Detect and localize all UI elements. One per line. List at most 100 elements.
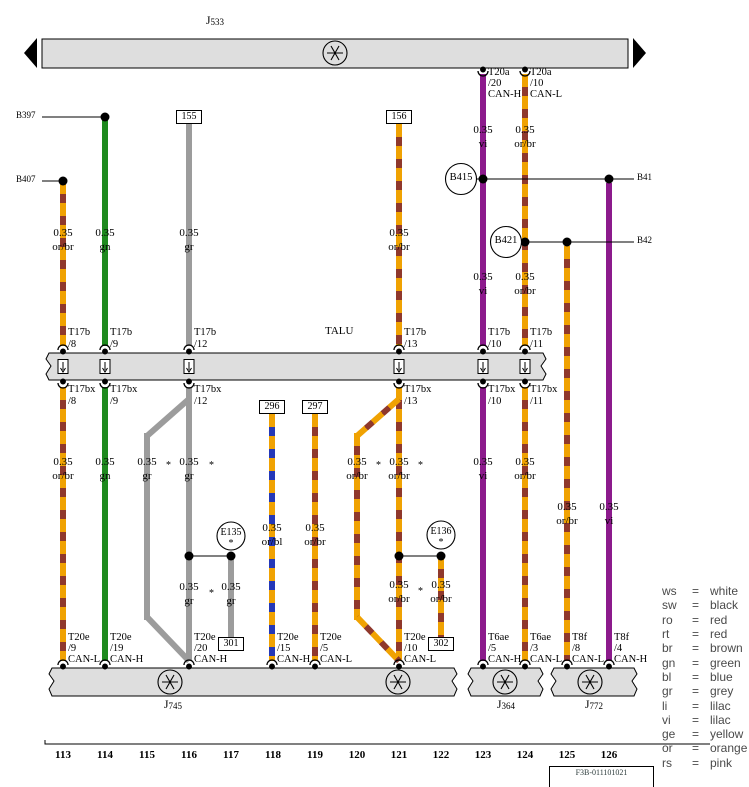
wire-green-114-upper	[102, 117, 108, 346]
connector-pin-icon	[393, 344, 405, 355]
e136-label: E136	[430, 526, 452, 537]
legend-row: vi = lilac	[662, 712, 731, 727]
t20e-9-label: T20e/9 CAN-L	[68, 632, 101, 665]
track-number: 114	[97, 749, 113, 761]
connector-pin-icon	[519, 66, 531, 77]
legend-row: rt = red	[662, 627, 728, 642]
junction-dot	[58, 176, 68, 186]
talu-label: TALU	[325, 325, 354, 337]
wire-label: 0.35 or/br	[388, 456, 410, 482]
k-symbol-icon	[385, 669, 411, 695]
wire-orbr-124-upper	[522, 74, 528, 346]
legend-row: gn = green	[662, 655, 741, 670]
connector-pin-icon	[57, 378, 69, 389]
legend-row: sw = black	[662, 598, 739, 613]
connector-pin-icon	[603, 659, 615, 670]
track-number: 120	[348, 749, 366, 761]
b421-circle	[489, 225, 523, 259]
wire-label: 0.35 or/br	[388, 227, 410, 253]
track-number: 121	[390, 749, 408, 761]
wire-label: 0.35 gr	[221, 581, 241, 607]
wire-orbr-121-upper	[396, 124, 402, 346]
t17bx-13-label: T17bx/13	[404, 384, 432, 407]
k-symbol-icon	[492, 669, 518, 695]
wire-label: 0.35 or/br	[514, 271, 536, 297]
component-box-301: 301	[218, 637, 244, 651]
footnote-mark: *	[418, 460, 423, 471]
connector-pin-icon	[309, 659, 321, 670]
connector-pin-icon	[183, 378, 195, 389]
connector-pin-icon	[519, 344, 531, 355]
footnote-mark: *	[418, 586, 423, 597]
wire-violet-126	[606, 183, 612, 661]
wire-label: 0.35 vi	[599, 501, 619, 527]
wire-label: 0.35 gn	[95, 456, 115, 482]
connector-pin-icon	[393, 378, 405, 389]
legend-row: ge = yellow	[662, 727, 744, 742]
t17b-9-label: T17b/9	[110, 327, 133, 350]
legend-row: or = orange	[662, 741, 748, 756]
wire-violet-123-lower	[480, 387, 486, 661]
junction-dot	[562, 237, 572, 247]
connector-pin-icon	[561, 659, 573, 670]
connector-pin-icon	[519, 659, 531, 670]
wire-orbr-122-stub	[438, 556, 444, 637]
component-box-156: 156	[386, 110, 412, 124]
e135-circle	[216, 521, 246, 551]
node-circles	[216, 162, 523, 551]
passthrough-icon	[519, 359, 531, 374]
wire-grey-116-upper	[186, 124, 192, 346]
wire-orbr-121-lower	[396, 387, 402, 661]
passthrough-icon	[393, 359, 405, 374]
t17b-8-label: T17b/8	[68, 327, 91, 350]
j745-bar	[48, 667, 458, 697]
passthrough-icon	[57, 359, 69, 374]
leader-lines	[42, 116, 710, 745]
wire-label: 0.35 gr	[179, 227, 199, 253]
footnote-mark: *	[209, 588, 214, 599]
junction-dot	[394, 551, 404, 561]
wire-label: 0.35 vi	[473, 456, 493, 482]
e135-label: E135	[220, 527, 242, 538]
connector-pin-icon	[57, 659, 69, 670]
connector-pin-icon	[477, 659, 489, 670]
t8f-4-label: T8f/4 CAN-H	[614, 632, 648, 665]
junction-dot	[520, 237, 530, 247]
legend-row: br = brown	[662, 641, 743, 656]
t17bx-9-label: T17bx/9	[110, 384, 138, 407]
track-number: 125	[558, 749, 576, 761]
connector-pin-icon	[99, 344, 111, 355]
t20e-20-label: T20e/20 CAN-H	[194, 632, 228, 665]
b42-label: B42	[637, 235, 653, 245]
component-box-302: 302	[428, 637, 454, 651]
diagram-part-number: F3B-011101021	[549, 766, 654, 787]
connector-pin-icon	[99, 659, 111, 670]
junction-dots	[58, 112, 614, 561]
e135-footnote-mark: *	[228, 538, 234, 549]
e136-footnote-mark: *	[438, 537, 444, 548]
component-box-296: 296	[259, 400, 285, 414]
wire-label: 0.35 gn	[95, 227, 115, 253]
t17bx-10-label: T17bx/10	[488, 384, 516, 407]
t20e-19-label: T20e/19 CAN-H	[110, 632, 144, 665]
track-number: 123	[474, 749, 492, 761]
wire-label: 0.35 or/br	[514, 124, 536, 150]
legend-row: gr = grey	[662, 684, 734, 699]
wire-orbl-118	[269, 414, 275, 661]
legend-row: ro = red	[662, 612, 728, 627]
t17b-11-label: T17b/11	[530, 327, 553, 350]
talu-passthrough-symbols	[57, 359, 531, 374]
b415-circle	[444, 162, 478, 196]
wire-label: 0.35 vi	[473, 271, 493, 297]
b415-label: B415	[449, 172, 473, 183]
component-box-297: 297	[302, 400, 328, 414]
track-number: 116	[181, 749, 197, 761]
connector-pin-icon	[477, 344, 489, 355]
wire-label: 0.35 or/br	[52, 456, 74, 482]
k-symbol-icon	[157, 669, 183, 695]
footnote-mark: *	[166, 460, 171, 471]
connector-pin-icon	[477, 66, 489, 77]
j364-title: J364	[497, 699, 515, 711]
junction-dot	[604, 174, 614, 184]
